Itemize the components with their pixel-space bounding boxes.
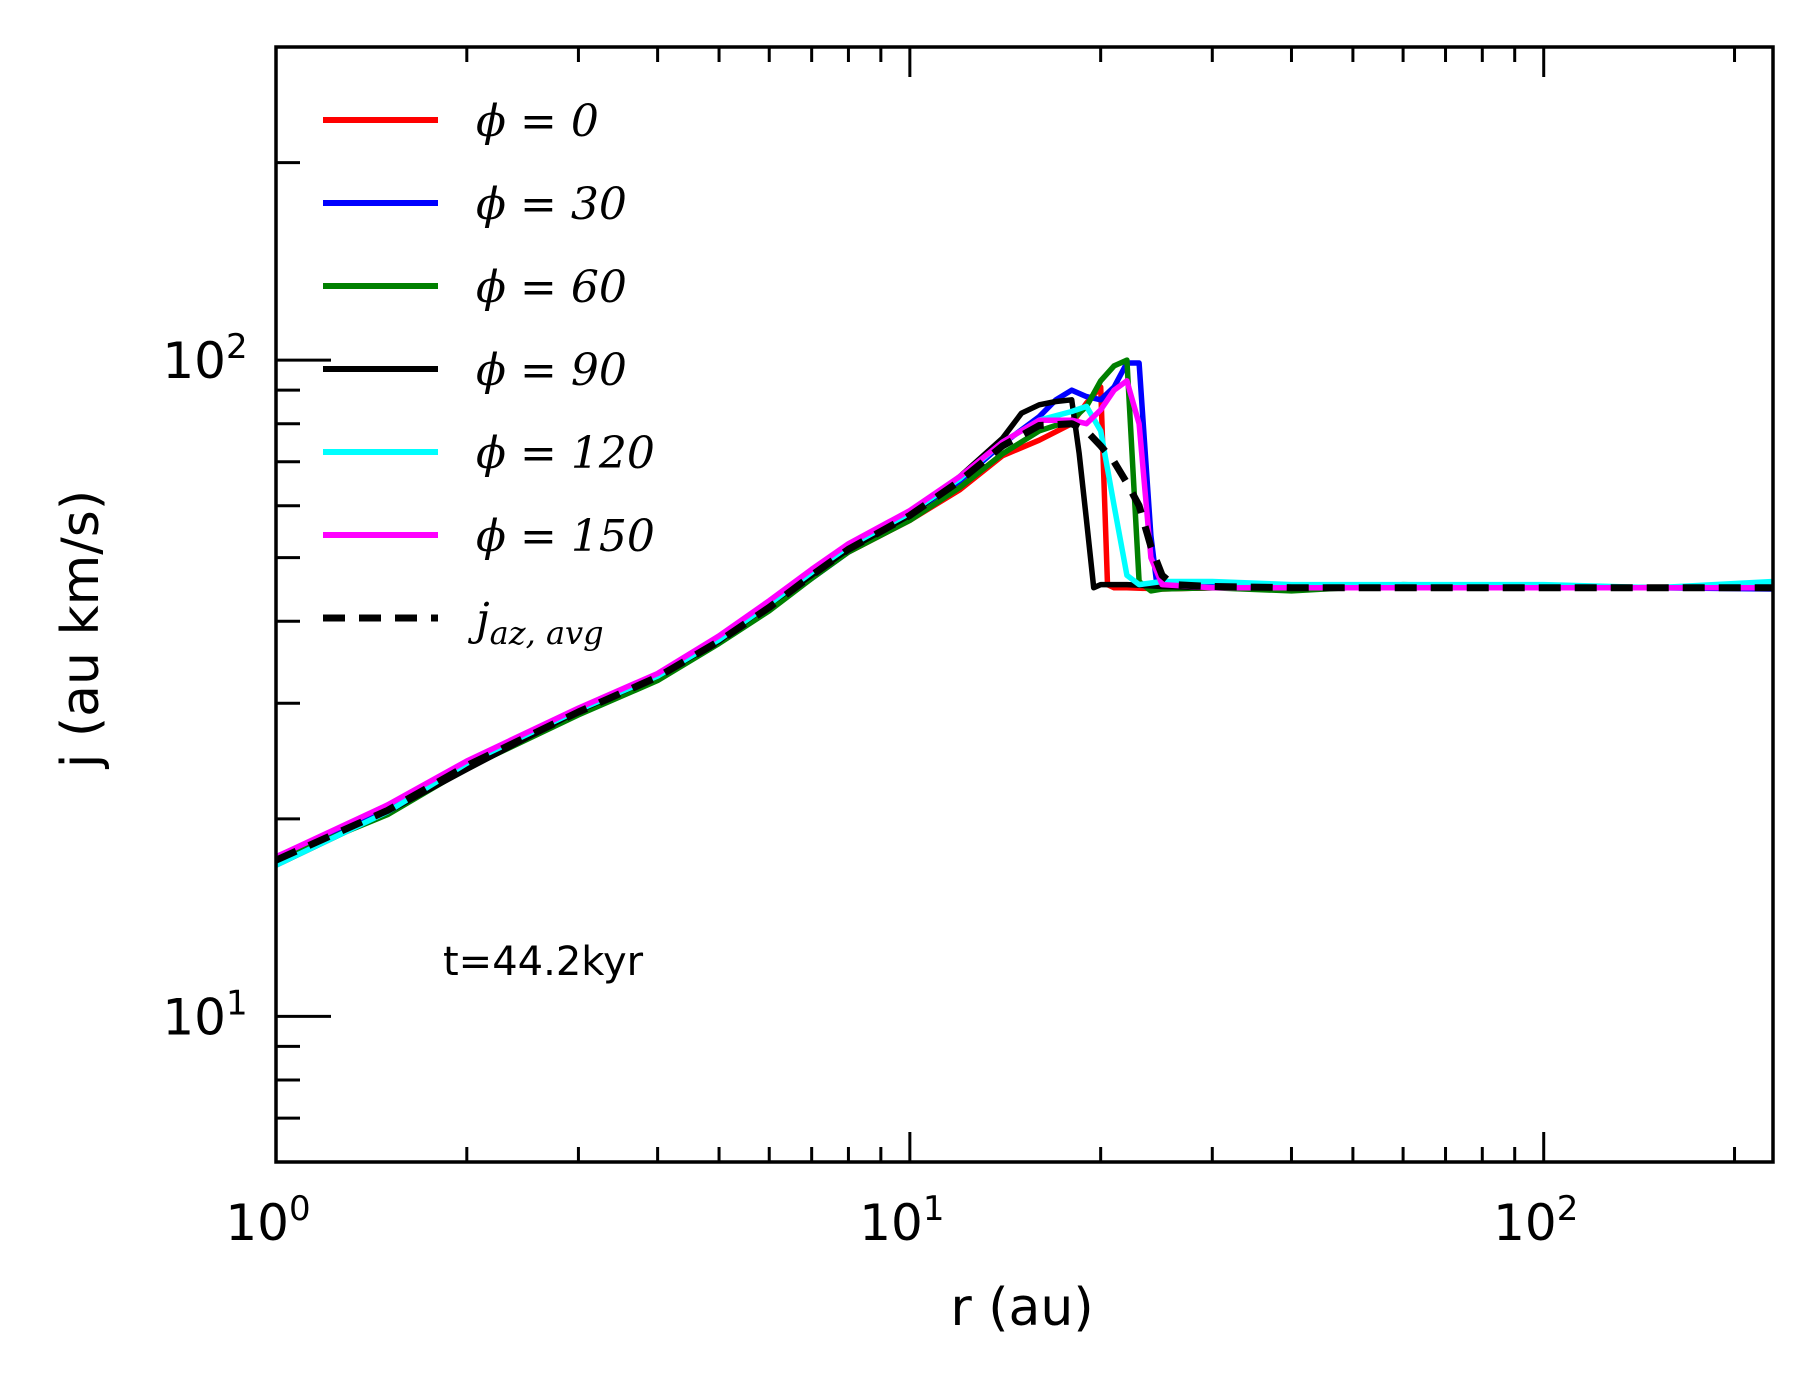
- legend-label-0: ϕ = 0: [476, 96, 599, 147]
- series-line-6: [276, 420, 1773, 864]
- legend-label-4: ϕ = 120: [476, 428, 655, 479]
- x-axis-title: r (au): [950, 1278, 1093, 1338]
- x-tick-label: 102: [1493, 1189, 1578, 1252]
- legend-label-5: ϕ = 150: [476, 511, 655, 562]
- x-tick-label: 100: [225, 1189, 310, 1252]
- legend-label-1: ϕ = 30: [476, 179, 627, 230]
- x-tick-label: 101: [859, 1189, 944, 1252]
- axes-layer: 100 101 102 101 102: [162, 45, 1775, 1252]
- plot-frame: [274, 45, 1775, 1164]
- series-layer: [276, 357, 1773, 868]
- y-tick-label: 102: [162, 327, 247, 390]
- legend: ϕ = 0 ϕ = 30 ϕ = 60 ϕ = 90 ϕ = 120 ϕ = 150 jaz…: [323, 96, 655, 652]
- legend-label-3: ϕ = 90: [476, 345, 627, 396]
- time-annotation: t=44.2kyr: [443, 939, 644, 985]
- y-axis-title: j (au km/s): [51, 490, 111, 769]
- legend-label-2: ϕ = 60: [476, 262, 627, 313]
- legend-label-6: jaz, avg: [467, 594, 604, 652]
- y-tick-label: 101: [162, 983, 247, 1046]
